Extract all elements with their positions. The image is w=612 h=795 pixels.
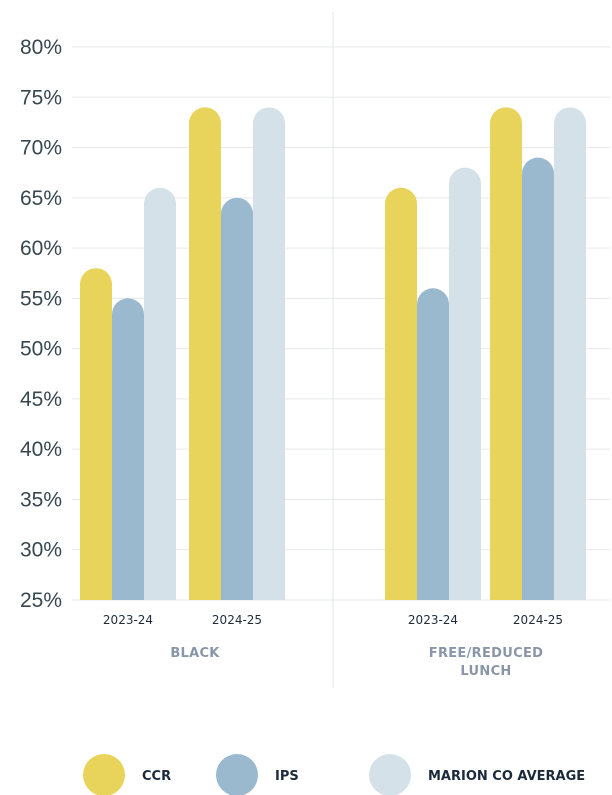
bar-marion-co-average	[554, 107, 586, 600]
legend-label: IPS	[275, 769, 299, 784]
legend-swatch-ccr	[83, 754, 125, 795]
y-tick-label: 75%	[20, 86, 62, 109]
bar-marion-co-average	[449, 167, 481, 600]
legend: CCR IPS MARION CO AVERAGE	[83, 754, 585, 795]
bars	[80, 107, 586, 600]
bar-marion-co-average	[144, 187, 176, 600]
y-tick-label: 80%	[20, 36, 62, 59]
y-tick-label: 25%	[20, 589, 62, 612]
legend-swatch-marion-co-average	[369, 754, 411, 795]
y-tick-label: 45%	[20, 388, 62, 411]
y-tick-label: 50%	[20, 338, 62, 361]
bar-ips	[112, 298, 144, 600]
x-axis-labels: 2023-24 2024-25 BLACK 2023-24 2024-25 FREE/RE…	[103, 613, 563, 679]
bar-ips	[522, 157, 554, 600]
bar-ccr	[80, 268, 112, 600]
bar-ips	[221, 197, 253, 600]
y-tick-label: 55%	[20, 287, 62, 310]
y-tick-label: 30%	[20, 539, 62, 562]
bar-marion-co-average	[253, 107, 285, 600]
y-tick-label: 60%	[20, 237, 62, 260]
x-tick-label: 2023-24	[103, 613, 153, 627]
bar-ccr	[385, 187, 417, 600]
legend-label: CCR	[142, 769, 171, 784]
bar-ccr	[490, 107, 522, 600]
group-label: FREE/REDUCED LUNCH	[429, 646, 543, 679]
x-tick-label: 2024-25	[212, 613, 262, 627]
legend-swatch-ips	[216, 754, 258, 795]
y-tick-label: 65%	[20, 187, 62, 210]
x-tick-label: 2023-24	[408, 613, 458, 627]
bar-ips	[417, 288, 449, 600]
group-label: BLACK	[170, 646, 220, 661]
bar-ccr	[189, 107, 221, 600]
y-tick-label: 40%	[20, 438, 62, 461]
y-axis: 80% 75% 70% 65% 60% 55% 50% 45% 40% 35% 30% 25%	[20, 36, 62, 612]
legend-label: MARION CO AVERAGE	[428, 769, 585, 784]
y-tick-label: 70%	[20, 137, 62, 160]
y-tick-label: 35%	[20, 488, 62, 511]
x-tick-label: 2024-25	[513, 613, 563, 627]
